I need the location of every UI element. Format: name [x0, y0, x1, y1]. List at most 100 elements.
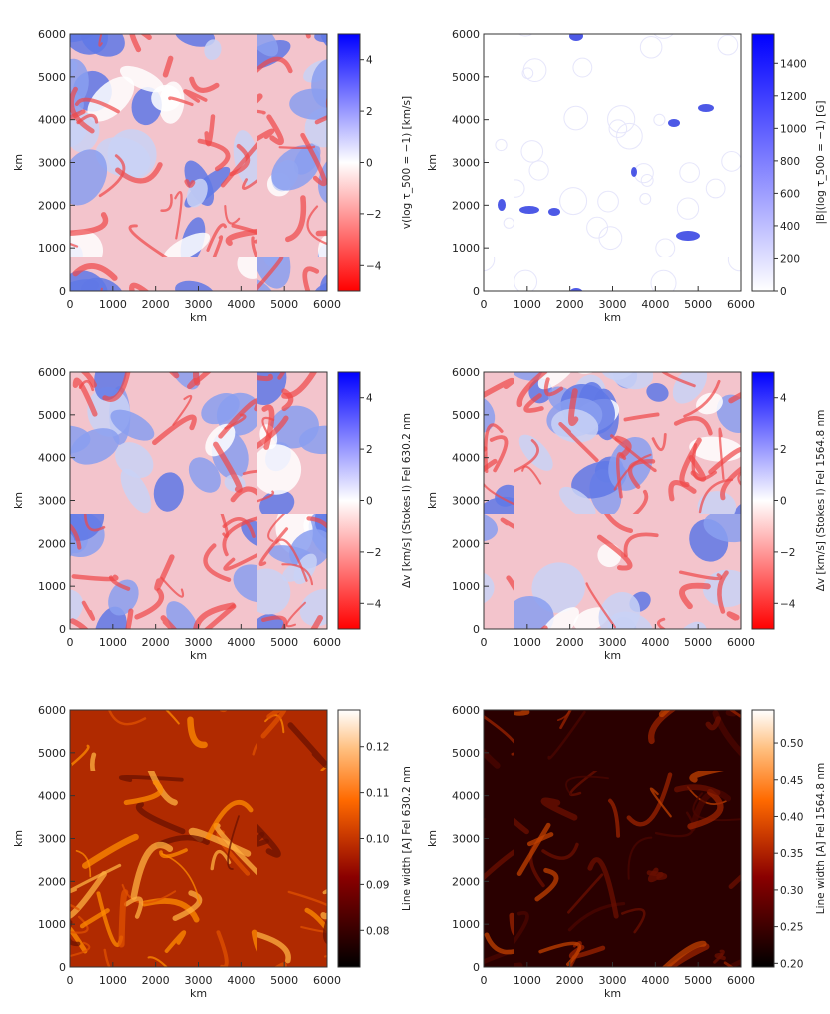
panel-bottom-left: 0 1000 2000 3000 4000 5000 6000 0 1000 2000 3000 40… — [12, 704, 413, 1000]
x-tick-label: 1000 — [513, 974, 541, 987]
colorbar-tick-label: 0.30 — [780, 885, 803, 897]
colorbar-label: Δv [km/s] (Stokes I) FeI 630.2 nm — [401, 413, 413, 588]
colorbar-tick-label: 0.40 — [780, 811, 803, 823]
x-tick-label: 4000 — [641, 636, 669, 649]
x-tick-label: 5000 — [270, 636, 298, 649]
y-tick-label: 4000 — [38, 452, 66, 465]
y-tick-label: 0 — [59, 961, 66, 974]
x-tick-label: 2000 — [142, 298, 170, 311]
x-tick-label: 6000 — [313, 298, 341, 311]
colorbar-tick-label: 2 — [780, 444, 787, 456]
colorbar — [751, 709, 775, 968]
colorbar-label: v(log τ_500 = −1) [km/s] — [401, 96, 413, 229]
colorbar-tick-label: 0 — [366, 496, 373, 508]
panel-bottom-right: 0 1000 2000 3000 4000 5000 6000 0 1000 2000 3000 40… — [426, 704, 827, 1000]
y-tick-label: 0 — [473, 285, 480, 298]
y-tick-label: 2000 — [38, 537, 66, 550]
x-tick-label: 1000 — [99, 974, 127, 987]
x-tick-label: 0 — [67, 298, 74, 311]
y-tick-label: 1000 — [452, 580, 480, 593]
x-tick-label: 6000 — [727, 974, 755, 987]
heatmap-image — [70, 34, 327, 291]
x-tick-label: 5000 — [684, 298, 712, 311]
y-tick-label: 4000 — [452, 452, 480, 465]
y-tick-label: 6000 — [38, 704, 66, 717]
y-axis-label: km — [426, 830, 439, 847]
colorbar-tick-label: 0.11 — [366, 788, 389, 800]
x-tick-label: 1000 — [513, 636, 541, 649]
colorbar-tick-label: 0.35 — [780, 848, 803, 860]
y-tick-label: 1000 — [452, 242, 480, 255]
x-axis-label: km — [604, 987, 621, 1000]
panel-middle-right: 0 1000 2000 3000 4000 5000 6000010002000300040… — [426, 366, 827, 662]
colorbar-label: Line width [A] FeI 630.2 nm — [401, 766, 413, 911]
colorbar-tick-label: 0.10 — [366, 834, 389, 846]
x-tick-label: 0 — [67, 636, 74, 649]
x-tick-label: 4000 — [641, 974, 669, 987]
x-tick-label: 3000 — [599, 974, 627, 987]
y-tick-label: 3000 — [452, 495, 480, 508]
colorbar-tick-label: −2 — [366, 209, 381, 221]
x-tick-label: 3000 — [185, 636, 213, 649]
x-tick-label: 6000 — [313, 636, 341, 649]
x-axis-label: km — [604, 311, 621, 324]
x-tick-label: 3000 — [599, 636, 627, 649]
y-axis-label: km — [12, 492, 25, 509]
y-tick-label: 6000 — [452, 28, 480, 41]
y-tick-label: 4000 — [452, 790, 480, 803]
y-tick-label: 5000 — [38, 71, 66, 84]
x-tick-label: 4000 — [227, 298, 255, 311]
colorbar-tick-label: 200 — [780, 253, 800, 265]
y-axis-label: km — [12, 154, 25, 171]
y-tick-label: 0 — [473, 623, 480, 636]
y-tick-label: 5000 — [452, 747, 480, 760]
x-tick-label: 6000 — [727, 636, 755, 649]
y-tick-label: 1000 — [452, 918, 480, 931]
colorbar-tick-label: −4 — [780, 598, 796, 610]
y-tick-label: 2000 — [38, 875, 66, 888]
x-tick-label: 3000 — [185, 298, 213, 311]
colorbar-tick-label: 1200 — [780, 91, 807, 103]
colorbar-tick-label: −4 — [366, 598, 382, 610]
colorbar-tick-label: 1000 — [780, 123, 807, 135]
colorbar-tick-label: 2 — [366, 106, 373, 118]
colorbar — [337, 33, 361, 292]
colorbar-tick-label: 0.25 — [780, 922, 803, 934]
colorbar-tick-label: 4 — [780, 393, 787, 405]
x-tick-label: 4000 — [227, 636, 255, 649]
x-tick-label: 1000 — [513, 298, 541, 311]
colorbar — [337, 709, 361, 968]
y-tick-label: 4000 — [452, 114, 480, 127]
heatmap-image — [70, 710, 327, 967]
colorbar-tick-label: 1400 — [780, 58, 807, 70]
heatmap-image — [484, 34, 741, 291]
y-tick-label: 6000 — [38, 28, 66, 41]
x-tick-label: 1000 — [99, 636, 127, 649]
x-tick-label: 2000 — [142, 636, 170, 649]
colorbar-label: |B|(log τ_500 = −1) [G] — [815, 100, 827, 224]
y-tick-label: 0 — [59, 623, 66, 636]
x-tick-label: 3000 — [599, 298, 627, 311]
colorbar-tick-label: 800 — [780, 156, 800, 168]
colorbar-tick-label: 0.12 — [366, 742, 389, 754]
colorbar — [751, 371, 775, 630]
colorbar-tick-label: 0.50 — [780, 738, 803, 750]
y-tick-label: 1000 — [38, 580, 66, 593]
colorbar-tick-label: 0.09 — [366, 879, 389, 891]
y-tick-label: 2000 — [452, 537, 480, 550]
colorbar-tick-label: −2 — [366, 547, 381, 559]
x-tick-label: 1000 — [99, 298, 127, 311]
y-tick-label: 3000 — [38, 833, 66, 846]
colorbar-tick-label: 0 — [780, 286, 787, 298]
y-tick-label: 3000 — [38, 495, 66, 508]
x-tick-label: 5000 — [270, 298, 298, 311]
x-axis-label: km — [190, 649, 207, 662]
heatmap-image — [484, 710, 741, 967]
x-axis-label: km — [190, 311, 207, 324]
heatmap-image — [70, 372, 327, 629]
x-tick-label: 5000 — [684, 636, 712, 649]
colorbar — [751, 33, 775, 292]
y-tick-label: 4000 — [38, 114, 66, 127]
x-tick-label: 0 — [481, 974, 488, 987]
y-tick-label: 3000 — [452, 157, 480, 170]
